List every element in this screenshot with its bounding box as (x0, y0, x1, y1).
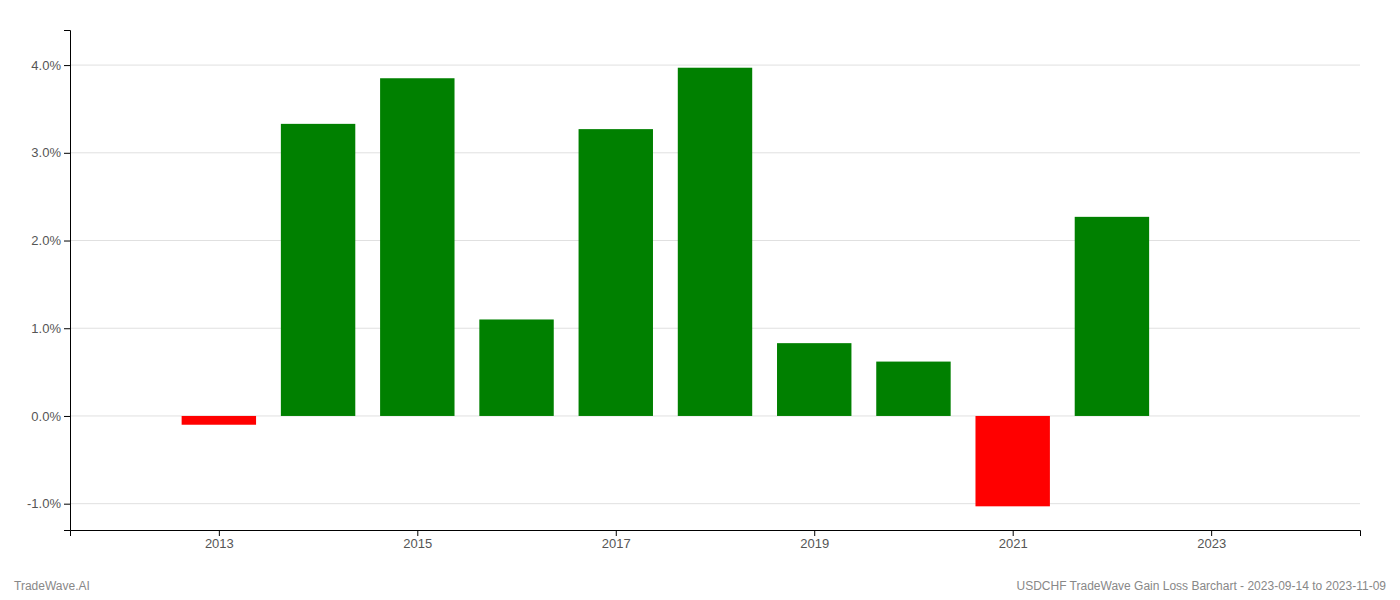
x-tick-mark (219, 530, 220, 536)
y-tick-mark (64, 65, 70, 66)
bar (876, 362, 950, 416)
x-tick: 2023 (1197, 530, 1226, 551)
bar (182, 416, 256, 425)
y-tick-label: 0.0% (31, 409, 61, 424)
y-axis: -1.0% 0.0% 1.0% 2.0% 3.0% 4.0% (27, 31, 70, 531)
plot-area (182, 68, 1150, 507)
x-axis: 2013 2015 2017 2019 2021 2023 (71, 530, 1361, 551)
x-tick-label: 2017 (602, 536, 631, 551)
y-tick: 2.0% (31, 233, 70, 248)
y-tick: 4.0% (31, 58, 70, 73)
chart-svg: 2013 2015 2017 2019 2021 2023 -1.0% 0.0% 1.0% 2.0… (0, 0, 1400, 600)
y-tick-mark (64, 241, 70, 242)
x-tick-label: 2019 (800, 536, 829, 551)
y-tick-mark (64, 416, 70, 417)
x-tick-label: 2013 (205, 536, 234, 551)
footer-annotation: TradeWave.AI (14, 579, 90, 593)
y-tick-label: 3.0% (31, 145, 61, 160)
x-tick: 2019 (800, 530, 829, 551)
chart-container: 2013 2015 2017 2019 2021 2023 -1.0% 0.0% 1.0% 2.0… (0, 0, 1400, 600)
bar (380, 78, 454, 416)
x-tick-label: 2023 (1197, 536, 1226, 551)
y-tick-label: -1.0% (27, 496, 61, 511)
y-tick-label: 4.0% (31, 58, 61, 73)
y-tick: -1.0% (27, 496, 70, 511)
grid-line (70, 65, 1360, 66)
y-tick-label: 1.0% (31, 321, 61, 336)
y-tick: 1.0% (31, 321, 70, 336)
bar (479, 319, 553, 415)
y-tick-label: 2.0% (31, 233, 61, 248)
bar (579, 129, 653, 416)
x-tick-label: 2015 (403, 536, 432, 551)
x-tick: 2015 (403, 530, 432, 551)
y-tick-mark (64, 153, 70, 154)
bar (1075, 217, 1149, 416)
y-tick: 3.0% (31, 145, 70, 160)
x-tick: 2017 (602, 530, 631, 551)
y-tick: 0.0% (31, 409, 70, 424)
y-tick-mark (64, 328, 70, 329)
bar (777, 343, 851, 416)
x-tick-mark (814, 530, 815, 536)
bar (975, 416, 1049, 506)
y-tick-mark (64, 504, 70, 505)
grid-line (70, 503, 1360, 504)
x-tick-mark (616, 530, 617, 536)
chart-title: USDCHF TradeWave Gain Loss Barchart - 20… (1016, 579, 1386, 593)
x-tick-label: 2021 (999, 536, 1028, 551)
x-tick: 2021 (999, 530, 1028, 551)
x-tick-mark (417, 530, 418, 536)
bar (281, 124, 355, 416)
grid (70, 65, 1360, 504)
x-tick: 2013 (205, 530, 234, 551)
y-axis-line (64, 31, 71, 531)
bar (678, 68, 752, 416)
x-tick-mark (1211, 530, 1212, 536)
x-tick-mark (1013, 530, 1014, 536)
x-axis-line (71, 531, 1361, 537)
